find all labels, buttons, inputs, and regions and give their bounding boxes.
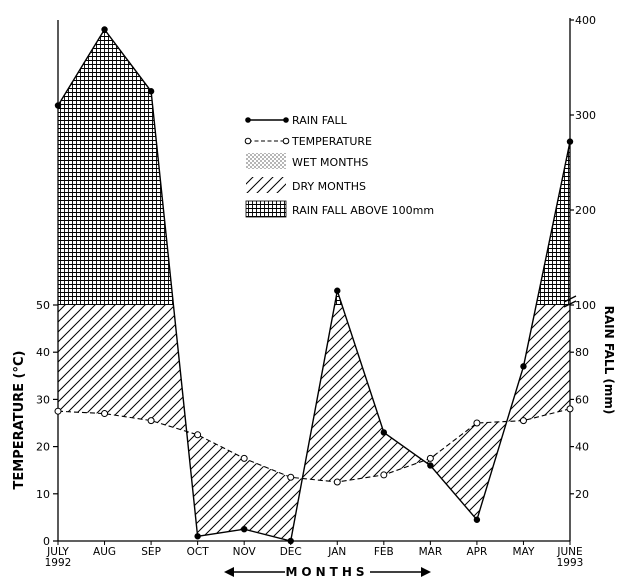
x-tick-label: JUNE 1993 — [556, 546, 583, 569]
rainfall-point-10 — [520, 363, 527, 370]
rainfall-point-2 — [147, 88, 155, 95]
y-axis-right-label: RAIN FALL (mm) — [602, 306, 616, 415]
temperature-point-5 — [287, 473, 295, 481]
right-tick-label: 400 — [575, 14, 596, 27]
temperature-point-1 — [101, 410, 109, 418]
rainfall-point-3 — [194, 533, 201, 540]
temperature-point-8 — [426, 454, 434, 462]
legend-item-wet: WET MONTHS — [246, 153, 368, 169]
arrow-right-icon — [421, 567, 431, 577]
left-tick-label: 40 — [36, 346, 50, 359]
right-axis-ticks: 20 40 60 80 100 200 300 400 — [570, 14, 596, 501]
temperature-point-7 — [380, 471, 388, 479]
rainfall-point-1 — [101, 26, 108, 33]
right-tick-label: 300 — [575, 109, 596, 122]
temperature-point-11 — [566, 405, 574, 413]
x-tick-label: JULY 1992 — [45, 546, 72, 569]
left-axis-ticks: 0 10 20 30 40 50 — [36, 299, 58, 548]
x-tick-label: SEP — [141, 546, 161, 558]
rainfall-point-8 — [427, 462, 434, 469]
legend-item-above: RAIN FALL ABOVE 100mm — [245, 200, 434, 218]
y-axis-left-label: TEMPERATURE (°C) — [12, 351, 27, 490]
legend-item-rainfall: RAIN FALL — [245, 114, 348, 127]
right-tick-label: 40 — [575, 441, 589, 454]
left-tick-label: 0 — [43, 535, 50, 548]
rainfall-above-100mm-area — [58, 29, 570, 305]
temperature-series-line — [57, 408, 571, 483]
legend-label-temperature: TEMPERATURE — [291, 135, 372, 148]
temperature-point-2 — [147, 417, 155, 425]
x-tick-label: NOV — [233, 546, 257, 558]
legend-label-rainfall: RAIN FALL — [292, 114, 348, 127]
rainfall-points — [54, 26, 574, 545]
left-tick-label: 20 — [36, 441, 50, 454]
left-tick-label: 10 — [36, 488, 50, 501]
temperature-points — [54, 405, 574, 486]
x-axis-ticks: JULY 1992 AUG SEP OCT NOV DEC JAN FEB MAR APR MAY JU… — [45, 541, 583, 569]
arrow-left-icon — [224, 567, 234, 577]
x-tick-label: APR — [467, 546, 488, 558]
right-tick-label: 80 — [575, 346, 589, 359]
rainfall-point-0 — [54, 102, 62, 109]
left-tick-label: 30 — [36, 393, 50, 406]
rainfall-point-4 — [240, 526, 248, 533]
x-tick-label: AUG — [93, 546, 116, 558]
legend-item-temperature: TEMPERATURE — [244, 135, 372, 148]
x-tick-label: FEB — [374, 546, 394, 558]
legend-label-wet: WET MONTHS — [292, 156, 368, 169]
x-axis-title-group: MONTHS — [224, 565, 431, 577]
temperature-point-10 — [519, 417, 527, 425]
temperature-point-9 — [473, 419, 481, 427]
temperature-point-3 — [194, 431, 202, 439]
temperature-point-6 — [333, 478, 341, 486]
legend: RAIN FALL TEMPERATURE WET MONTHS DRY MON… — [244, 114, 434, 218]
legend-label-above: RAIN FALL ABOVE 100mm — [292, 204, 434, 217]
temperature-point-4 — [240, 454, 248, 462]
x-axis-label: MONTHS — [285, 565, 368, 577]
rainfall-point-11 — [566, 138, 574, 145]
rainfall-point-6 — [334, 287, 341, 294]
dry-months-area — [58, 305, 570, 541]
x-tick-label: JAN — [327, 546, 346, 558]
series-layer — [54, 26, 574, 545]
legend-item-dry: DRY MONTHS — [246, 177, 366, 193]
right-tick-label: 20 — [575, 488, 589, 501]
right-tick-label: 100 — [575, 299, 596, 312]
right-tick-label: 60 — [575, 393, 589, 406]
legend-label-dry: DRY MONTHS — [292, 180, 366, 193]
left-tick-label: 50 — [36, 299, 50, 312]
axis-break-icon — [563, 295, 577, 308]
area-layer — [58, 29, 570, 541]
rainfall-point-7 — [380, 429, 388, 436]
x-tick-label: OCT — [187, 546, 210, 558]
temperature-point-0 — [54, 407, 62, 415]
rainfall-series-line — [57, 28, 571, 542]
x-tick-label: DEC — [280, 546, 302, 558]
rainfall-point-9 — [473, 516, 481, 523]
right-tick-label: 200 — [575, 204, 596, 217]
rainfall-point-5 — [287, 537, 294, 545]
x-tick-label: MAR — [419, 546, 443, 558]
x-tick-label: MAY — [513, 546, 535, 558]
